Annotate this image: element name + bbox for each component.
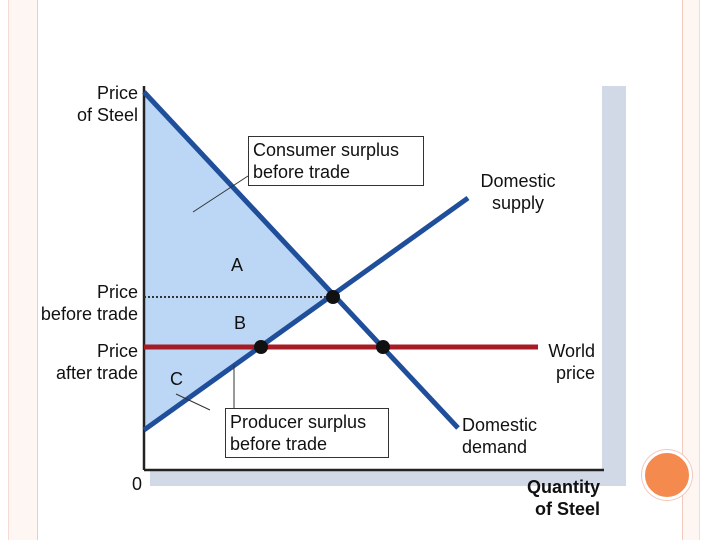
domestic-equilibrium-point	[326, 290, 340, 304]
domestic-demand-line2: demand	[462, 437, 528, 457]
price-before-trade-line2: before trade	[40, 304, 138, 324]
slide-frame-left	[8, 0, 38, 540]
world-price-label: World price	[500, 340, 595, 384]
plot-shadow-right	[600, 86, 626, 486]
x-axis-title-line2: of Steel	[534, 499, 600, 519]
slide-frame-right	[682, 0, 700, 540]
producer-surplus-line2: before trade	[230, 434, 328, 454]
area-a-label: A	[231, 255, 244, 275]
plot-shadow-bottom	[150, 468, 626, 486]
price-after-trade-line2: after trade	[55, 363, 138, 383]
world-price-line1: World	[548, 341, 595, 361]
y-axis-title: Price of Steel	[40, 82, 138, 126]
domestic-supply-at-world-price	[254, 340, 268, 354]
price-after-trade-line1: Price	[96, 341, 138, 361]
price-after-trade-label: Price after trade	[20, 340, 138, 384]
world-price-line2: price	[555, 363, 595, 383]
producer-surplus-callout: Producer surplus before trade	[225, 408, 389, 458]
domestic-demand-curve	[142, 90, 460, 430]
producer-surplus-line1: Producer surplus	[230, 412, 367, 432]
price-before-trade-line1: Price	[96, 282, 138, 302]
x-axis-title: Quantity of Steel	[480, 476, 600, 520]
consumer-surplus-line2: before trade	[253, 162, 351, 182]
consumer-surplus-line1: Consumer surplus	[253, 140, 400, 160]
slide-decoration-dot	[642, 450, 692, 500]
consumer-surplus-leader	[192, 175, 249, 213]
y-axis-title-line2: of Steel	[76, 105, 138, 125]
domestic-supply-label: Domestic supply	[458, 170, 578, 214]
domestic-supply-line1: Domestic	[480, 171, 556, 191]
domestic-supply-curve	[142, 195, 470, 433]
origin-label: 0	[132, 474, 143, 494]
producer-surplus-leader-c	[175, 393, 211, 411]
area-c-label: C	[170, 369, 183, 389]
domestic-demand-label: Domestic demand	[462, 414, 537, 458]
domestic-supply-line2: supply	[491, 193, 545, 213]
price-before-trade-label: Price before trade	[20, 281, 138, 325]
area-b-label: B	[234, 313, 247, 333]
domestic-demand-at-world-price	[376, 340, 390, 354]
domestic-demand-line1: Domestic	[462, 415, 538, 435]
consumer-surplus-callout: Consumer surplus before trade	[248, 136, 424, 186]
x-axis-title-line1: Quantity	[526, 477, 600, 497]
y-axis-title-line1: Price	[96, 83, 138, 103]
